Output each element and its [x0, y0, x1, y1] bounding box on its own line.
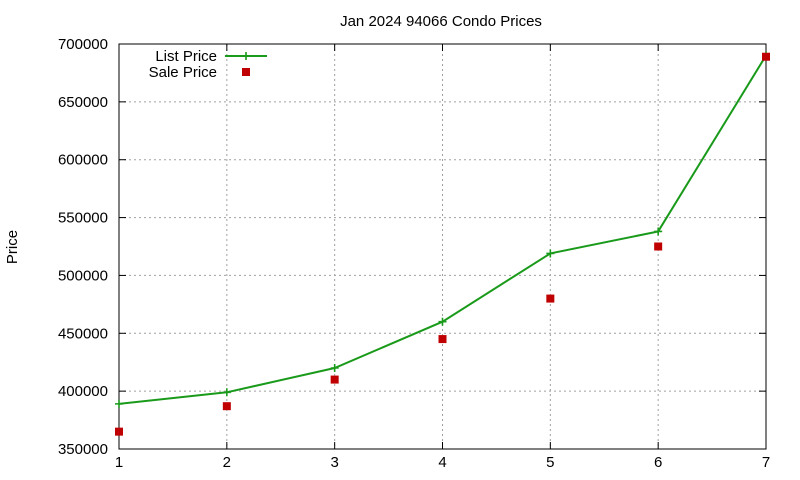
data-point-sale-price [546, 294, 555, 303]
data-point-sale-price [438, 335, 447, 344]
data-point-sale-price [654, 242, 663, 251]
legend-square-swatch [242, 68, 250, 76]
x-tick-label: 3 [330, 454, 338, 471]
x-tick-label: 2 [223, 454, 231, 471]
y-tick-label: 450000 [58, 325, 108, 342]
x-tick-label: 4 [438, 454, 446, 471]
x-tick-label: 7 [762, 454, 770, 471]
data-point-list-price [438, 317, 447, 326]
data-point-sale-price [222, 402, 231, 411]
y-tick-label: 400000 [58, 383, 108, 400]
y-tick-label: 550000 [58, 210, 108, 227]
legend-label: Sale Price [149, 64, 217, 81]
x-tick-label: 1 [115, 454, 123, 471]
data-point-sale-price [330, 375, 339, 384]
data-point-list-price [546, 249, 555, 258]
grid [119, 44, 766, 449]
legend-label: List Price [155, 48, 217, 65]
data-point-list-price [115, 399, 123, 408]
data-point-list-price [242, 52, 250, 60]
data-point-sale-price [762, 52, 770, 61]
y-tick-label: 500000 [58, 267, 108, 284]
data-point-list-price [654, 227, 663, 236]
x-tick-label: 6 [654, 454, 662, 471]
y-tick-label: 350000 [58, 441, 108, 458]
y-tick-label: 650000 [58, 94, 108, 111]
y-tick-label: 700000 [58, 36, 108, 53]
plot-area [115, 51, 770, 436]
x-tick-label: 5 [546, 454, 554, 471]
chart-title: Jan 2024 94066 Condo Prices [340, 13, 542, 30]
data-point-list-price [330, 364, 339, 372]
data-point-sale-price [115, 427, 123, 436]
y-axis-label: Price [4, 230, 21, 264]
y-tick-label: 600000 [58, 152, 108, 169]
axes: 1 2 3 4 5 6 7 350000 400000 450000 500000 550000 600… [58, 36, 770, 471]
data-point-list-price [222, 388, 231, 397]
